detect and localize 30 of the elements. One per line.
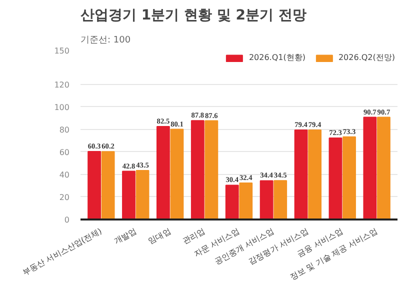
y-tick-label: 60 [59, 148, 70, 157]
bar [274, 180, 288, 220]
legend-label: 2026.Q2(전망) [338, 52, 395, 63]
bar [190, 120, 204, 220]
bar [88, 151, 101, 220]
bar [204, 120, 218, 220]
chart-title: 산업경기 1분기 현황 및 2분기 전망 [80, 8, 306, 24]
y-tick-label: 100 [54, 102, 70, 112]
bar [239, 182, 253, 220]
y-tick-label: 150 [54, 46, 70, 56]
bar [260, 180, 274, 220]
bar [294, 130, 308, 220]
bar [342, 136, 356, 220]
bar [363, 116, 377, 220]
bar [122, 170, 136, 220]
bar [328, 138, 342, 220]
bar [377, 116, 390, 220]
y-tick-label: 0 [64, 216, 70, 224]
bar [225, 184, 239, 220]
y-tick-label: 120 [54, 80, 70, 90]
y-tick-label: 40 [59, 170, 70, 180]
bar [101, 151, 115, 220]
bar [308, 130, 322, 220]
y-tick-label: 80 [59, 125, 70, 134]
bar [156, 126, 170, 220]
bar [136, 170, 150, 220]
bar [170, 128, 184, 220]
y-tick-label: 20 [59, 192, 70, 202]
legend-label: 2026.Q1(현황) [248, 52, 306, 63]
chart-subtitle: 기준선: 100 [80, 36, 131, 46]
